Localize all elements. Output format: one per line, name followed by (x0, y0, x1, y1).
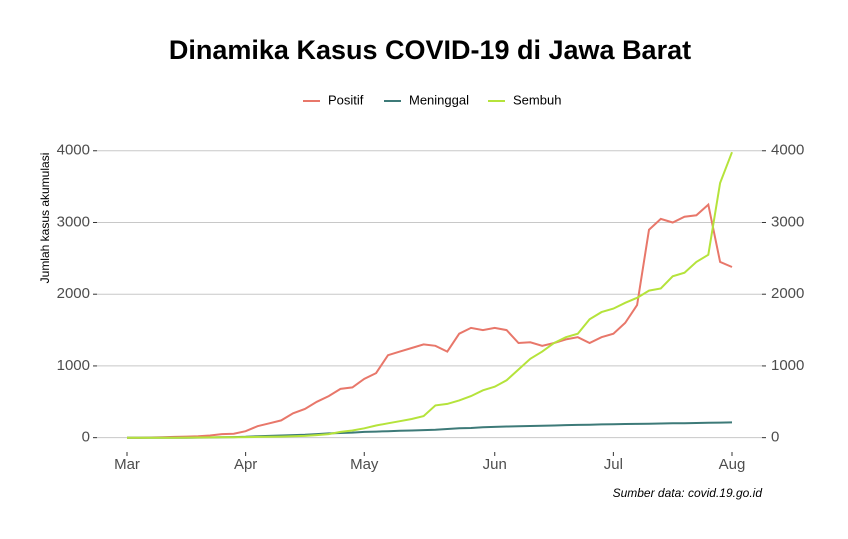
chart-title: Dinamika Kasus COVID-19 di Jawa Barat (169, 35, 691, 65)
y-tick-label: 1000 (57, 357, 90, 374)
y2-tick-label: 1000 (771, 357, 804, 374)
x-tick-label: Apr (234, 456, 257, 473)
x-tick-label: Jul (604, 456, 623, 473)
y2-tick-label: 3000 (771, 213, 804, 230)
legend-label: Sembuh (513, 92, 561, 107)
y-tick-label: 3000 (57, 213, 90, 230)
x-tick-label: Mar (114, 456, 140, 473)
y-tick-label: 0 (82, 429, 90, 446)
y-tick-label: 4000 (57, 142, 90, 159)
y2-tick-label: 2000 (771, 285, 804, 302)
y2-tick-label: 0 (771, 429, 779, 446)
y-axis-label: Jumlah kasus akumulasi (38, 153, 52, 284)
legend-label: Meninggal (409, 92, 469, 107)
x-tick-label: Aug (719, 456, 746, 473)
y2-tick-label: 4000 (771, 142, 804, 159)
x-tick-label: May (350, 456, 379, 473)
x-tick-label: Jun (483, 456, 507, 473)
y-tick-label: 2000 (57, 285, 90, 302)
series-line (127, 202, 733, 439)
legend-label: Positif (328, 92, 364, 107)
caption: Sumber data: covid.19.go.id (613, 486, 763, 500)
series-line (127, 151, 733, 439)
